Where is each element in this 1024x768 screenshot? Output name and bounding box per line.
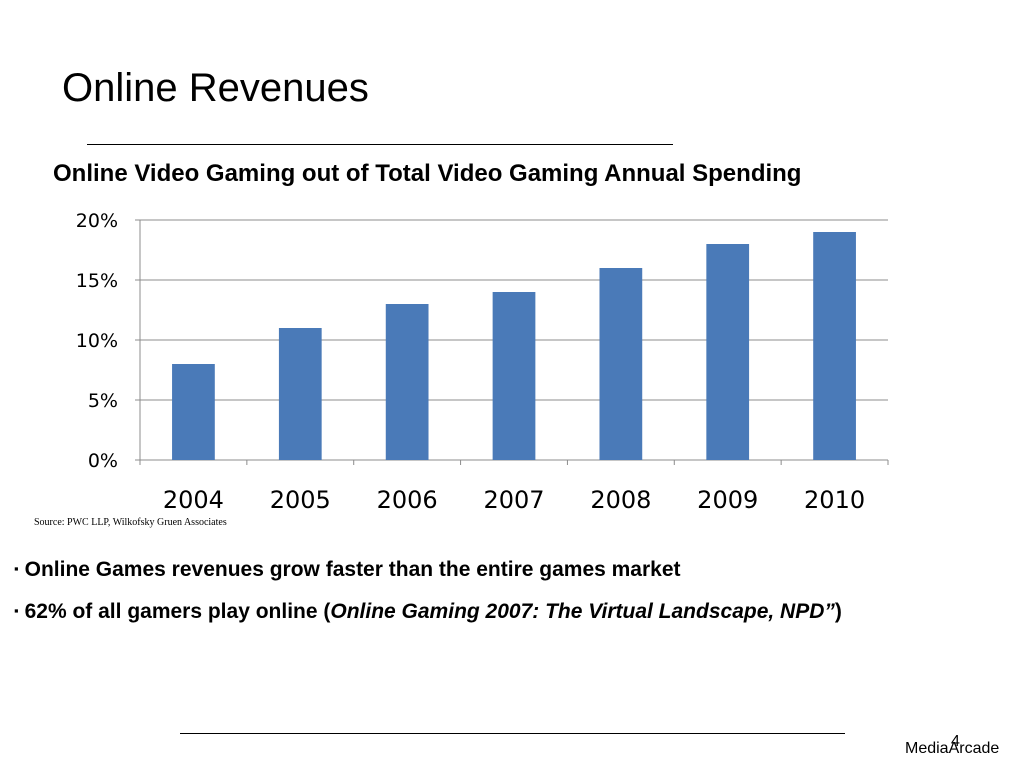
bullet-2-text: 62% of all gamers play online ( (24, 600, 331, 623)
top-divider (87, 144, 673, 145)
bar-2006 (385, 304, 429, 460)
bullet-2-closing: ) (834, 600, 842, 623)
bullet-square-icon: ▪ (14, 561, 19, 576)
source-note: Source: PWC LLP, Wilkofsky Gruen Associa… (34, 517, 227, 528)
y-tick-label: 0% (88, 450, 118, 472)
bar-2005 (278, 328, 322, 460)
bullet-item-1: ▪ Online Games revenues grow faster than … (14, 548, 681, 590)
bullet-square-icon: ▪ (14, 603, 19, 618)
y-tick-label: 20% (76, 210, 118, 232)
x-tick-label: 2005 (270, 486, 331, 514)
x-tick-label: 2006 (377, 486, 438, 514)
x-tick-label: 2004 (163, 486, 224, 514)
y-tick-label: 5% (88, 390, 118, 412)
bottom-divider (180, 733, 845, 734)
bar-2009 (706, 244, 750, 460)
page-number: 4 (951, 733, 960, 750)
bar-2010 (813, 232, 856, 460)
bullet-2-citation: Online Gaming 2007: The Virtual Landscap… (330, 600, 835, 623)
x-tick-label: 2010 (804, 486, 865, 514)
bar-2008 (599, 268, 643, 460)
bar-2007 (492, 292, 536, 460)
y-tick-label: 10% (76, 330, 118, 352)
x-tick-label: 2007 (483, 486, 544, 514)
slide-title: Online Revenues (62, 66, 369, 110)
y-tick-label: 15% (76, 270, 118, 292)
bullet-1-text: Online Games revenues grow faster than t… (24, 558, 681, 581)
x-tick-label: 2009 (697, 486, 758, 514)
chart-title: Online Video Gaming out of Total Video G… (53, 160, 802, 187)
x-tick-label: 2008 (590, 486, 651, 514)
bar-2004 (172, 364, 215, 460)
bullet-item-2: ▪ 62% of all gamers play online (Online G… (14, 590, 994, 632)
footer-brand: MediaArcade (905, 740, 1000, 757)
